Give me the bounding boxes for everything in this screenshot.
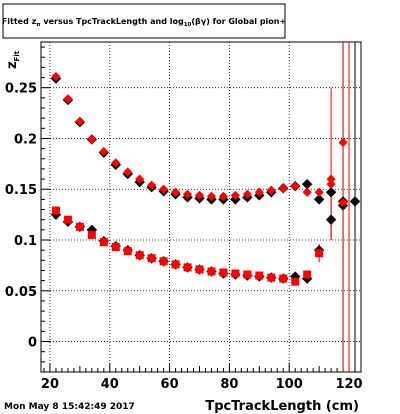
y-tick-label: 0.25	[5, 82, 37, 97]
red-marker	[63, 215, 72, 224]
axis-ticks: 20 40 60 80 100 120 0 0.05 0.1 0.15 0.2 0.25	[5, 46, 363, 392]
red-marker	[111, 158, 121, 168]
red-marker	[291, 277, 300, 286]
red-marker	[254, 187, 264, 197]
black-marker	[349, 196, 361, 207]
red-marker	[170, 187, 181, 197]
red-marker	[338, 137, 348, 148]
title-part-2: versus TpcTrackLength and log	[41, 17, 184, 26]
black-marker	[301, 178, 313, 190]
black-marker	[325, 187, 337, 198]
red-marker	[171, 260, 180, 269]
red-marker	[338, 197, 348, 208]
red-marker	[207, 267, 216, 276]
red-marker	[219, 268, 228, 277]
black-marker	[313, 194, 325, 205]
red-marker	[99, 238, 108, 247]
red-marker	[111, 243, 120, 252]
red-marker	[230, 190, 240, 200]
x-axis-label: TpcTrackLength (cm)	[205, 399, 359, 414]
red-marker	[99, 147, 109, 157]
title-sub-1: π	[36, 22, 41, 28]
timestamp: Mon May 8 15:42:49 2017	[4, 402, 135, 412]
red-marker	[135, 174, 145, 184]
chart-title: Fitted zπ versus TpcTrackLength and log1…	[2, 17, 286, 28]
red-marker	[147, 254, 156, 263]
red-marker	[159, 257, 168, 266]
red-marker	[51, 71, 61, 82]
red-marker	[182, 189, 193, 199]
title-part-1: Fitted z	[2, 17, 37, 26]
error-bars	[318, 42, 356, 372]
red-marker	[242, 189, 252, 199]
red-marker	[278, 183, 288, 193]
red-marker	[255, 271, 264, 280]
x-tick-label: 20	[41, 377, 59, 392]
red-marker	[326, 174, 336, 184]
red-marker	[279, 274, 288, 283]
red-marker	[183, 263, 192, 272]
red-marker	[315, 249, 324, 258]
red-marker	[195, 265, 204, 274]
y-axis-label-sub: Fit	[13, 50, 21, 61]
red-marker	[314, 187, 324, 197]
red-marker	[123, 167, 133, 177]
data-markers	[50, 71, 361, 286]
red-marker	[75, 116, 85, 126]
y-tick-label: 0	[28, 336, 37, 351]
red-marker	[326, 179, 336, 189]
red-marker	[147, 180, 157, 190]
plot-frame	[40, 41, 362, 373]
red-marker	[51, 206, 60, 215]
red-marker	[135, 251, 144, 260]
x-tick-label: 40	[101, 377, 119, 392]
y-tick-label: 0.15	[5, 183, 37, 198]
x-tick-label: 120	[335, 377, 362, 392]
red-marker	[266, 185, 276, 195]
y-tick-label: 0.1	[14, 234, 37, 249]
red-marker	[267, 273, 276, 282]
black-marker	[325, 214, 337, 225]
red-marker	[303, 270, 312, 279]
red-marker	[87, 230, 96, 239]
red-marker	[75, 222, 84, 231]
x-tick-label: 100	[276, 377, 303, 392]
red-marker	[218, 191, 229, 201]
red-marker	[290, 181, 300, 191]
red-marker	[63, 94, 73, 104]
y-axis-label: zFit	[5, 50, 21, 69]
red-marker	[302, 187, 312, 197]
red-marker	[206, 191, 217, 201]
x-tick-label: 80	[220, 377, 238, 392]
red-marker	[123, 247, 132, 256]
red-marker	[159, 184, 169, 194]
red-marker	[194, 190, 205, 200]
red-marker	[231, 269, 240, 278]
x-tick-label: 60	[161, 377, 179, 392]
black-marker	[50, 209, 62, 220]
red-marker	[243, 270, 252, 279]
red-marker	[87, 134, 97, 145]
grid-lines	[41, 42, 361, 372]
title-box	[2, 3, 286, 39]
y-tick-label: 0.05	[5, 285, 37, 300]
title-sub-2: 10	[184, 22, 192, 28]
y-tick-label: 0.2	[14, 132, 37, 147]
title-part-3: (βγ) for Global pion+	[191, 17, 286, 26]
